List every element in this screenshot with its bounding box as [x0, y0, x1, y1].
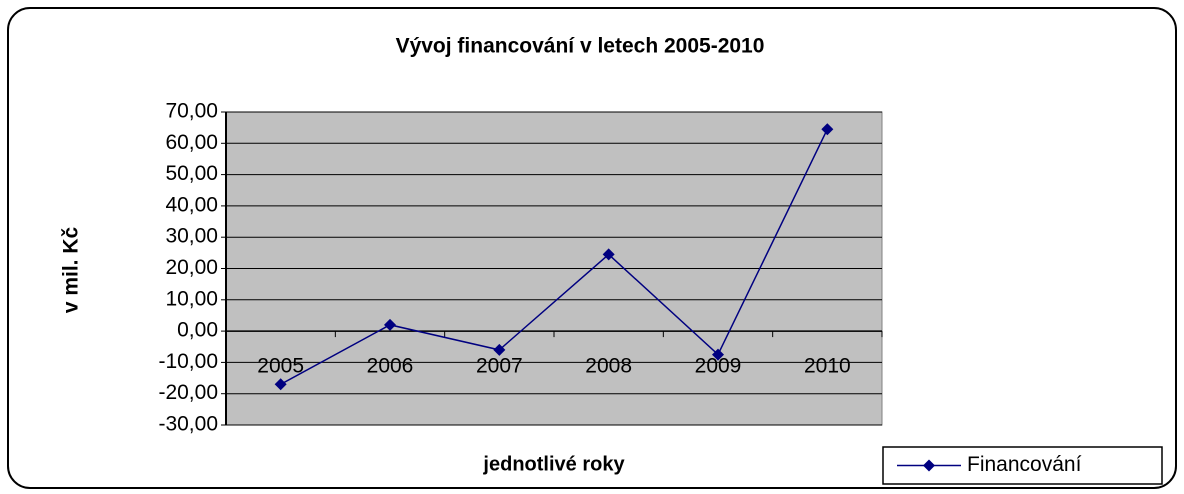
- point-marker: [602, 248, 615, 261]
- y-tick-label: 10,00: [165, 287, 218, 310]
- x-tick-label: 2009: [695, 355, 742, 378]
- point-marker: [274, 378, 287, 391]
- series-line: [280, 128, 829, 385]
- point-marker: [493, 343, 506, 356]
- legend-marker: [923, 459, 935, 472]
- y-tick-label: -30,00: [158, 413, 218, 436]
- x-tick-label: 2007: [476, 355, 523, 378]
- y-axis-label: v mil. Kč: [60, 226, 83, 313]
- y-tick-label: -20,00: [158, 381, 218, 404]
- y-tick-label: 20,00: [165, 256, 218, 279]
- y-tick-label: 60,00: [165, 131, 218, 154]
- point-marker: [821, 123, 834, 136]
- legend-label: Financování: [967, 453, 1082, 476]
- y-tick-label: 70,00: [165, 100, 218, 123]
- y-tick-label: 50,00: [165, 162, 218, 185]
- x-tick-label: 2010: [804, 355, 851, 378]
- y-tick-label: 40,00: [165, 193, 218, 216]
- y-tick-label: -10,00: [158, 350, 218, 373]
- x-axis-label: jednotlivé roky: [482, 453, 625, 475]
- x-tick-label: 2006: [367, 355, 414, 378]
- point-marker: [712, 348, 724, 361]
- y-tick-label: 30,00: [165, 225, 218, 248]
- point-marker: [384, 318, 396, 331]
- y-tick-label: 0,00: [177, 319, 218, 342]
- chart-title: Vývoj financování v letech 2005-2010: [396, 35, 765, 58]
- x-tick-label: 2005: [257, 355, 304, 378]
- x-tick-label: 2008: [585, 355, 632, 378]
